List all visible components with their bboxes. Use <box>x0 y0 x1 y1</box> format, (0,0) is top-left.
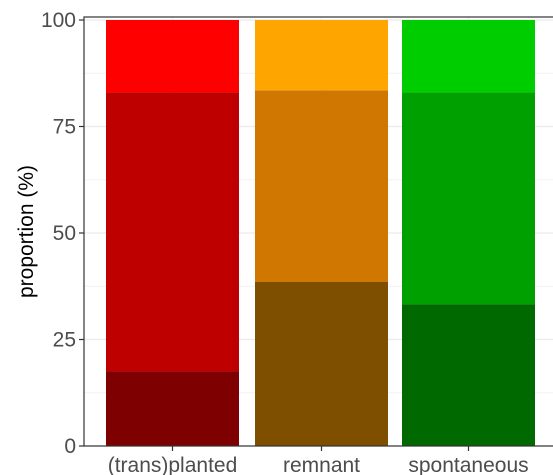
bar-segment-1-1 <box>255 90 388 282</box>
bar-segment-0-2 <box>106 20 239 93</box>
y-tick-labels: 0 25 50 75 100 <box>41 9 76 458</box>
x-tick-label: (trans)planted <box>108 454 238 475</box>
bar-segment-1-2 <box>255 20 388 91</box>
y-tick-label: 100 <box>41 9 76 32</box>
bar-segment-1-0 <box>255 281 388 446</box>
x-tick-labels: (trans)planted remnant spontaneous <box>108 454 529 475</box>
bar-segment-0-0 <box>106 371 239 446</box>
bar-segment-2-1 <box>402 92 535 305</box>
y-tick-label: 0 <box>64 435 76 458</box>
y-tick-label: 75 <box>53 116 76 139</box>
axes <box>79 16 553 451</box>
x-tick-label: spontaneous <box>408 454 528 475</box>
y-tick-label: 25 <box>53 329 76 352</box>
bars <box>106 20 535 446</box>
y-axis-title: proportion (%) <box>15 165 38 298</box>
bar-segment-0-1 <box>106 92 239 372</box>
x-tick-label: remnant <box>283 454 360 475</box>
panel-border <box>83 16 553 447</box>
y-tick-label: 50 <box>53 222 76 245</box>
bar-segment-2-0 <box>402 304 535 446</box>
bar-segment-2-2 <box>402 20 535 93</box>
